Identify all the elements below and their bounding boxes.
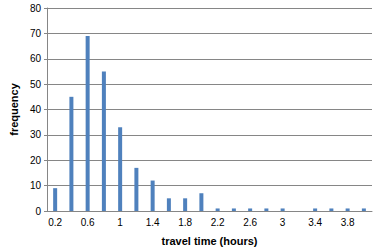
svg-text:2.2: 2.2 — [211, 217, 225, 228]
svg-text:3.8: 3.8 — [341, 217, 355, 228]
svg-text:70: 70 — [30, 28, 42, 39]
svg-text:50: 50 — [30, 79, 42, 90]
svg-text:10: 10 — [30, 180, 42, 191]
svg-text:1.8: 1.8 — [178, 217, 192, 228]
svg-text:30: 30 — [30, 129, 42, 140]
svg-text:0.2: 0.2 — [48, 217, 62, 228]
svg-text:1.4: 1.4 — [146, 217, 160, 228]
svg-text:1: 1 — [117, 217, 123, 228]
svg-text:travel time (hours): travel time (hours) — [162, 235, 258, 247]
svg-text:40: 40 — [30, 104, 42, 115]
svg-text:3.4: 3.4 — [308, 217, 322, 228]
svg-text:3: 3 — [280, 217, 286, 228]
svg-text:frequency: frequency — [8, 82, 20, 135]
svg-text:2.6: 2.6 — [243, 217, 257, 228]
svg-text:20: 20 — [30, 155, 42, 166]
svg-text:0.6: 0.6 — [81, 217, 95, 228]
svg-text:0: 0 — [35, 206, 41, 217]
svg-text:60: 60 — [30, 53, 42, 64]
svg-text:80: 80 — [30, 3, 42, 14]
